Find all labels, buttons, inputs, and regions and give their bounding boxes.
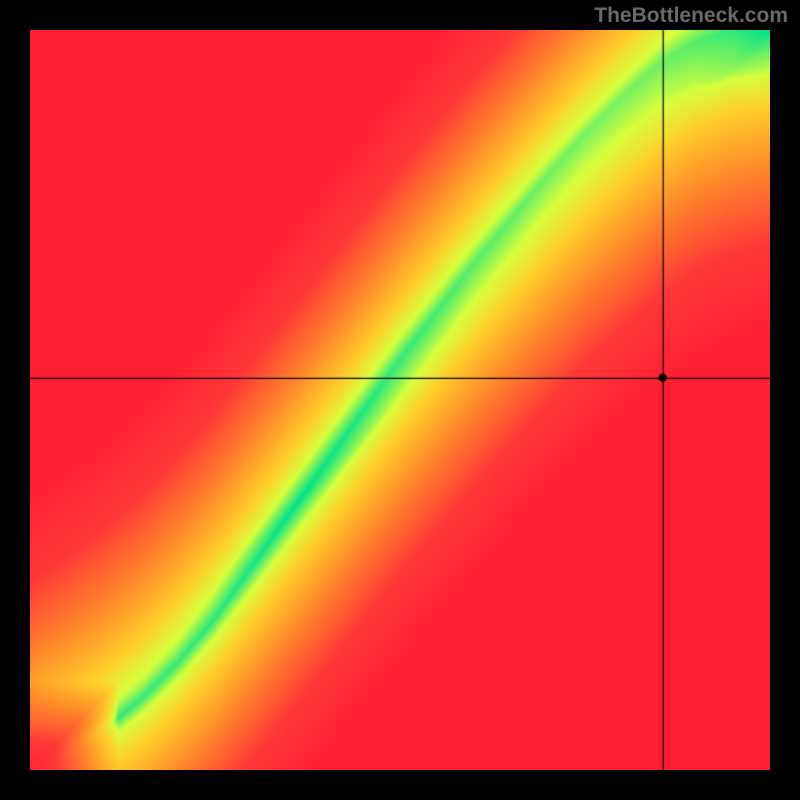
chart-container: TheBottleneck.com xyxy=(0,0,800,800)
watermark-text: TheBottleneck.com xyxy=(594,4,788,28)
bottleneck-heatmap xyxy=(30,30,770,770)
